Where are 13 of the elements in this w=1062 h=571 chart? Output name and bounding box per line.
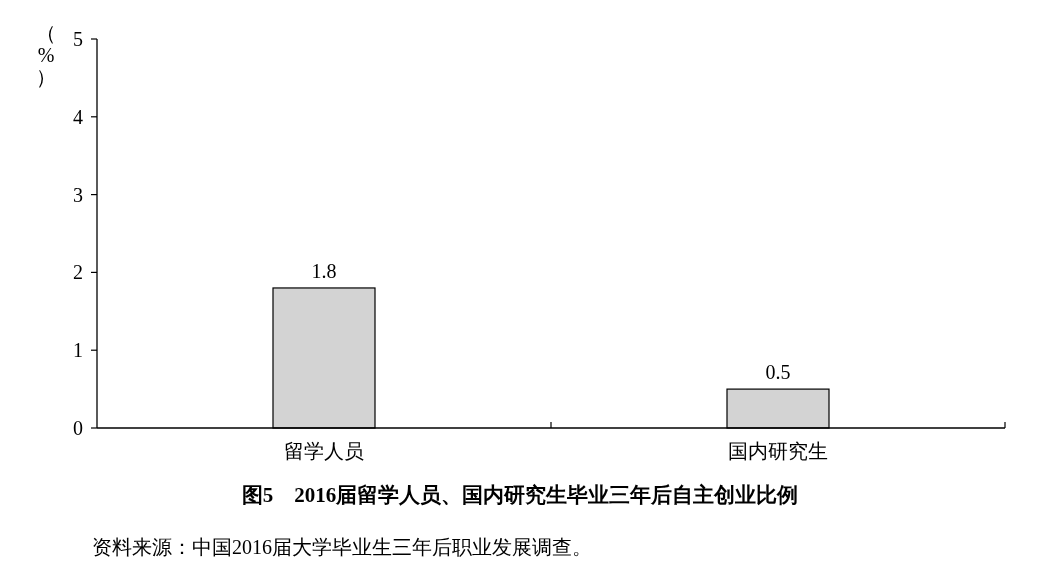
y-tick-label: 2 <box>73 261 83 284</box>
y-tick-label: 4 <box>73 105 83 128</box>
y-axis-title: （%） <box>36 22 56 88</box>
data-label: 1.8 <box>311 259 337 282</box>
y-tick-label: 3 <box>73 183 83 206</box>
text: 资料来源：中国2016届大学毕业生三年后职业发展调查。 <box>92 536 592 558</box>
text: 图5 2016届留学人员、国内研究生毕业三年后自主创业比例 <box>241 483 799 507</box>
y-tick-label: 1 <box>73 339 83 362</box>
x-tick-label: 国内研究生 <box>728 440 828 462</box>
data-label: 0.5 <box>765 361 791 384</box>
x-tick-label: 留学人员 <box>284 440 364 462</box>
y-tick-label: 0 <box>73 417 83 439</box>
y-tick-label: 5 <box>73 28 83 50</box>
